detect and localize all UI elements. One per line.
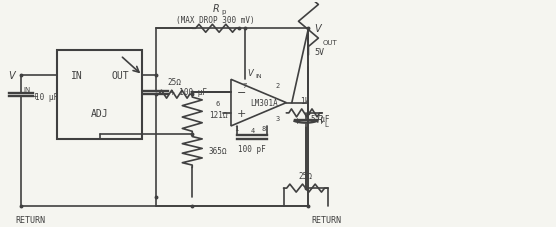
Text: (MAX DROP 300 mV): (MAX DROP 300 mV) bbox=[176, 16, 255, 25]
Text: 3: 3 bbox=[276, 116, 280, 122]
Text: IN: IN bbox=[71, 71, 82, 81]
Text: p: p bbox=[221, 9, 226, 15]
Text: V: V bbox=[314, 24, 321, 34]
Text: + 100 μF: + 100 μF bbox=[170, 88, 207, 97]
Text: +: + bbox=[293, 117, 300, 126]
Text: R: R bbox=[212, 4, 219, 14]
Text: 365Ω: 365Ω bbox=[209, 147, 227, 156]
Text: 2: 2 bbox=[276, 83, 280, 89]
Text: 25Ω: 25Ω bbox=[167, 78, 181, 87]
Text: RETURN: RETURN bbox=[15, 215, 45, 224]
Text: 1: 1 bbox=[234, 125, 238, 131]
Text: 5V: 5V bbox=[314, 48, 324, 57]
Text: IN: IN bbox=[256, 74, 262, 79]
Text: 4: 4 bbox=[251, 128, 255, 133]
Text: R: R bbox=[317, 115, 324, 125]
Text: ADJ: ADJ bbox=[91, 108, 108, 118]
Text: 5 μF: 5 μF bbox=[311, 114, 330, 123]
Text: +: + bbox=[31, 91, 38, 100]
Text: 7: 7 bbox=[242, 82, 247, 88]
Text: RETURN: RETURN bbox=[311, 215, 341, 224]
Text: OUT: OUT bbox=[322, 40, 337, 46]
Text: +: + bbox=[236, 109, 246, 118]
Text: 100 pF: 100 pF bbox=[238, 144, 266, 153]
Text: OUT: OUT bbox=[111, 71, 128, 81]
Text: 8: 8 bbox=[261, 125, 266, 131]
Text: 6: 6 bbox=[216, 100, 220, 106]
Text: L: L bbox=[324, 121, 328, 127]
Text: 121Ω: 121Ω bbox=[209, 110, 227, 119]
Text: −: − bbox=[236, 88, 246, 98]
Bar bbox=[57, 51, 142, 140]
Text: V: V bbox=[8, 71, 15, 81]
Text: 10 μF: 10 μF bbox=[34, 93, 58, 101]
Text: LM301A: LM301A bbox=[250, 99, 278, 108]
Text: 25Ω: 25Ω bbox=[299, 172, 312, 180]
Text: 1k: 1k bbox=[300, 97, 309, 106]
Text: V: V bbox=[247, 69, 254, 78]
Text: IN: IN bbox=[23, 87, 31, 93]
